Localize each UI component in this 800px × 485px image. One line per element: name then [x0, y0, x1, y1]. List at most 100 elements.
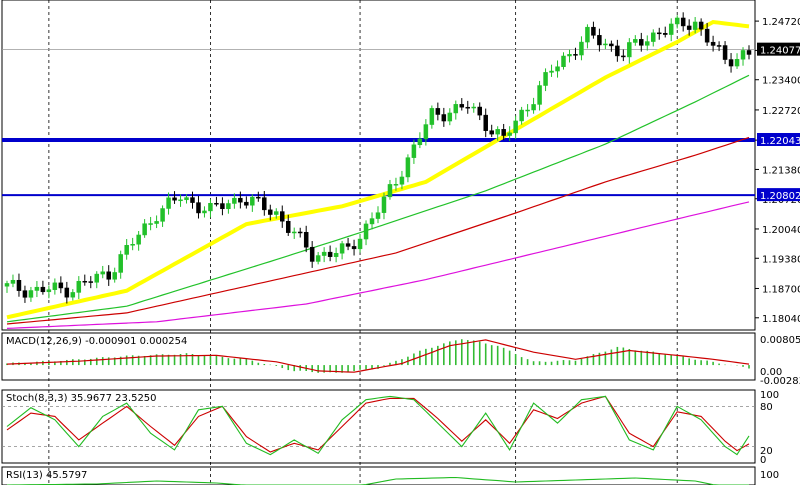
stoch-panel — [2, 395, 755, 456]
ma-slow-line — [6, 136, 750, 325]
candlestick — [531, 97, 536, 114]
candlestick — [34, 281, 40, 298]
candlestick — [238, 191, 243, 209]
price-tick-label: 1.20040 — [762, 225, 800, 236]
candlestick — [603, 38, 608, 50]
candlestick — [567, 49, 572, 63]
level-price-tag: 1.22043 — [757, 132, 800, 147]
candlestick — [369, 212, 375, 230]
candlestick — [680, 12, 686, 32]
stoch-tick-label: 80 — [760, 402, 773, 413]
candlestick — [459, 98, 465, 111]
candlestick — [106, 265, 111, 286]
candlestick — [483, 108, 488, 138]
stoch-main-line — [6, 395, 750, 456]
moving-averages — [6, 19, 750, 329]
candlestick — [591, 21, 596, 39]
candlestick — [645, 35, 650, 51]
candlestick — [704, 22, 710, 46]
stoch-signal-line — [6, 395, 750, 453]
candlestick — [740, 47, 746, 66]
candlestick — [609, 40, 614, 52]
candlestick — [453, 100, 459, 120]
candlestick — [309, 241, 315, 268]
candlestick — [525, 104, 530, 117]
candlestick — [196, 196, 201, 219]
candlestick — [172, 191, 177, 204]
candlestick — [58, 276, 64, 294]
candlestick — [136, 230, 141, 251]
ma-long-line — [6, 201, 750, 329]
candlestick — [118, 250, 123, 279]
candlestick — [393, 177, 399, 191]
candlestick — [321, 247, 327, 263]
candlestick — [333, 247, 339, 263]
stoch-label: Stoch(8,3,3) 35.9677 23.5250 — [6, 393, 157, 404]
candlestick — [728, 53, 734, 73]
candlestick — [4, 280, 10, 293]
macd-panel — [6, 339, 750, 373]
rsi-tick-label: 100 — [760, 470, 779, 481]
candlestick — [405, 154, 411, 183]
candlestick — [40, 280, 46, 295]
stoch-tick-label: 20 — [760, 446, 773, 457]
candlestick — [381, 192, 387, 220]
horizontal-levels — [2, 49, 755, 197]
svg-text:1.22043: 1.22043 — [760, 136, 800, 147]
price-tick-label: 1.18040 — [762, 314, 800, 325]
candlestick — [166, 192, 171, 215]
candlestick — [471, 103, 476, 113]
rsi-label: RSI(13) 45.5797 — [6, 470, 87, 481]
macd-tick-label: 0.00 — [760, 367, 782, 378]
candlestick — [447, 108, 453, 126]
current-price-tag: 1.24077 — [757, 42, 800, 57]
candlestick — [112, 267, 117, 283]
macd-signal-line — [6, 339, 750, 373]
candlestick — [716, 41, 722, 52]
panel-frames — [1, 0, 756, 485]
macd-tick-label: 0.00805 — [760, 335, 800, 346]
candlestick — [280, 205, 285, 228]
candlestick — [160, 205, 165, 227]
candlestick — [220, 197, 225, 216]
candlestick — [651, 29, 656, 47]
macd-tick-label: -0.002839 — [760, 376, 800, 387]
candlestick — [441, 107, 447, 127]
candlestick — [88, 276, 94, 289]
candlestick — [100, 265, 105, 279]
candlestick — [10, 274, 16, 288]
candlestick — [435, 102, 441, 121]
candlestick — [285, 214, 291, 236]
candlestick — [639, 32, 644, 52]
candlestick — [668, 18, 674, 42]
price-axis: 1.180401.187001.193801.200401.207201.213… — [755, 17, 800, 325]
candlestick — [513, 115, 518, 139]
candlestick — [417, 132, 423, 149]
candlestick — [16, 273, 22, 297]
candlestick — [28, 286, 34, 302]
candlestick — [190, 191, 195, 209]
candlestick — [549, 64, 554, 77]
candlestick — [423, 119, 429, 146]
stoch-tick-label: 100 — [760, 390, 779, 401]
candlestick — [256, 191, 261, 202]
candlestick — [46, 285, 52, 299]
candlestick — [262, 190, 267, 216]
macd-label: MACD(12,26,9) -0.000901 0.000254 — [6, 336, 187, 347]
candlestick — [489, 124, 494, 138]
candlestick — [82, 274, 88, 286]
candlestick — [70, 289, 76, 301]
candlestick — [327, 245, 333, 262]
price-tick-label: 1.23400 — [762, 76, 800, 87]
candlestick — [627, 38, 632, 64]
candlestick — [250, 194, 255, 212]
candlestick — [339, 240, 345, 260]
candlestick — [375, 206, 381, 224]
candlestick — [597, 28, 602, 52]
candlestick — [477, 102, 482, 121]
candlestick — [268, 204, 273, 221]
candlestick — [148, 216, 153, 231]
candlestick — [142, 219, 147, 238]
